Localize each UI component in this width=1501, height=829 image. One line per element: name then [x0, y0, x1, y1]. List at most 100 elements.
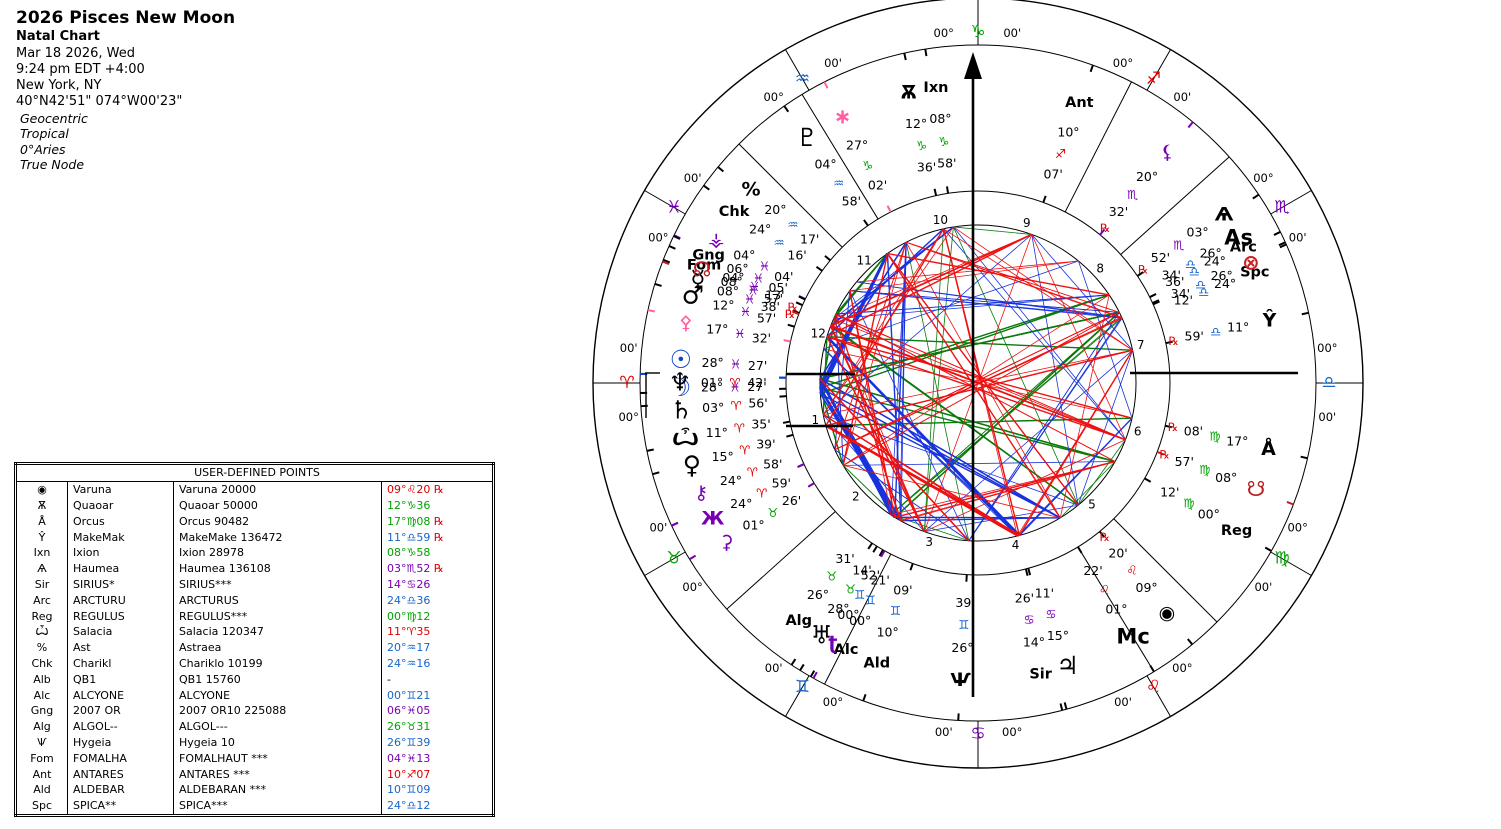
planet-tick	[910, 564, 912, 571]
house-number: 6	[1134, 424, 1142, 438]
body-sign-icon: ♈	[731, 398, 742, 413]
body-degree: 24°	[720, 473, 742, 488]
ceres-icon: ⚳	[720, 532, 734, 554]
aspect-line	[827, 337, 1019, 536]
planet-tick	[1061, 704, 1063, 711]
point-position: 09°♌20 ℞	[382, 481, 494, 497]
point-abbr: ALDEBAR	[68, 782, 174, 798]
planet-tick	[925, 49, 926, 56]
antares-label: Ant	[1065, 95, 1094, 111]
body-sign-icon: ♋	[1023, 612, 1034, 627]
body-sign-icon: ♏	[1173, 237, 1184, 252]
south-node-icon: ☋	[1247, 477, 1266, 501]
gemini-sign-icon: ♊	[795, 677, 810, 697]
body-sign-icon: ♎	[1210, 324, 1221, 339]
point-position: 03°♏52 ℞	[382, 561, 494, 577]
fomalhaut-abbr: Fom	[16, 750, 68, 766]
planet-tick	[798, 464, 804, 467]
planet-tick	[1043, 196, 1045, 203]
body-degree: 09°	[1136, 580, 1158, 595]
point-abbr: FOMALHA	[68, 750, 174, 766]
planet-tick	[792, 659, 796, 665]
point-full-name: FOMALHAUT ***	[174, 750, 382, 766]
chiron-icon: ⚷	[694, 482, 708, 504]
body-degree: 01°	[1105, 602, 1127, 617]
body-minute: 17'	[800, 231, 819, 246]
retrograde-mark: ℞	[788, 300, 798, 314]
point-abbr: ALCYONE	[68, 687, 174, 703]
planet-tick	[1078, 547, 1082, 553]
boundary-minute-label: 00'	[1173, 90, 1191, 104]
planet-tick	[1150, 294, 1156, 297]
point-full-name: Quaoar 50000	[174, 498, 382, 514]
quaoar-icon: Ѫ	[901, 82, 917, 104]
retrograde-mark: ℞	[1159, 447, 1169, 461]
varuna-eye-icon: ◉	[16, 481, 68, 497]
body-degree: 17°	[706, 321, 728, 336]
point-abbr: Ast	[68, 640, 174, 656]
aspect-line	[826, 350, 1133, 425]
body-minute: 27'	[748, 358, 767, 373]
leo-sign-icon: ♌	[1146, 677, 1161, 697]
sagittarius-sign-icon: ♐	[1146, 69, 1161, 89]
retrograde-mark: ℞	[1100, 221, 1110, 235]
planet-tick	[784, 340, 791, 342]
ascendant-label: As	[1224, 226, 1253, 250]
aspect-line	[843, 465, 1060, 518]
boundary-degree-label: 00°	[1002, 725, 1022, 739]
body-degree: 04°	[814, 157, 836, 172]
house-number: 12	[811, 327, 826, 341]
north-node-icon: ☊	[693, 257, 712, 281]
point-position: 10°♊09	[382, 782, 494, 798]
body-sign-icon: ♊	[890, 603, 901, 618]
body-minute: 56'	[748, 396, 767, 411]
body-sign-icon: ♒	[833, 175, 844, 190]
hygeia-icon: Ѱ	[950, 669, 971, 691]
planet-tick	[873, 546, 877, 552]
point-position: 17°♍08 ℞	[382, 513, 494, 529]
body-minute: 26'	[782, 493, 801, 508]
point-position: 24°♎12	[382, 798, 494, 815]
body-degree: 20°	[1136, 169, 1158, 184]
planet-tick	[1301, 457, 1308, 459]
planet-tick	[1302, 313, 1309, 314]
planet-tick	[674, 236, 680, 239]
orcus-icon: Å	[16, 513, 68, 529]
boundary-minute-label: 00'	[824, 56, 842, 70]
point-full-name: SPICA***	[174, 798, 382, 815]
body-degree: 08°	[1215, 470, 1237, 485]
point-abbr: 2007 OR	[68, 703, 174, 719]
point-abbr: SPICA**	[68, 798, 174, 815]
body-minute: 26'	[1015, 591, 1034, 606]
haumea-icon: Ѧ	[16, 561, 68, 577]
body-minute: 57'	[764, 291, 783, 306]
boundary-minute-label: 00'	[649, 520, 667, 534]
boundary-degree-label: 00°	[648, 231, 668, 245]
body-minute: 34'	[1162, 267, 1181, 282]
point-position: 11°♈35	[382, 624, 494, 640]
planet-tick	[1065, 702, 1067, 709]
point-full-name: Ixion 28978	[174, 545, 382, 561]
cancer-sign-icon: ♋	[970, 724, 985, 744]
point-position: 10°♐07	[382, 766, 494, 782]
aldebaran-abbr: Ald	[16, 782, 68, 798]
planet-tick	[783, 422, 790, 423]
body-minute: 59'	[1185, 329, 1204, 344]
body-degree: 17°	[1226, 434, 1248, 449]
body-degree: 01°	[743, 517, 765, 532]
planet-tick	[669, 246, 675, 249]
boundary-degree-label: 00°	[763, 90, 783, 104]
body-sign-icon: ♊	[958, 617, 969, 632]
planet-tick	[786, 435, 793, 437]
point-abbr: ALGOL--	[68, 719, 174, 735]
body-degree: 11°	[1227, 319, 1249, 334]
body-degree: 12°	[712, 297, 734, 312]
eris-icon: Ж	[701, 507, 724, 529]
aries-sign-icon: ♈	[619, 373, 634, 393]
point-full-name: 2007 OR10 225088	[174, 703, 382, 719]
body-sign-icon: ♓	[734, 326, 745, 341]
midheaven-label: Mc	[1116, 624, 1149, 648]
